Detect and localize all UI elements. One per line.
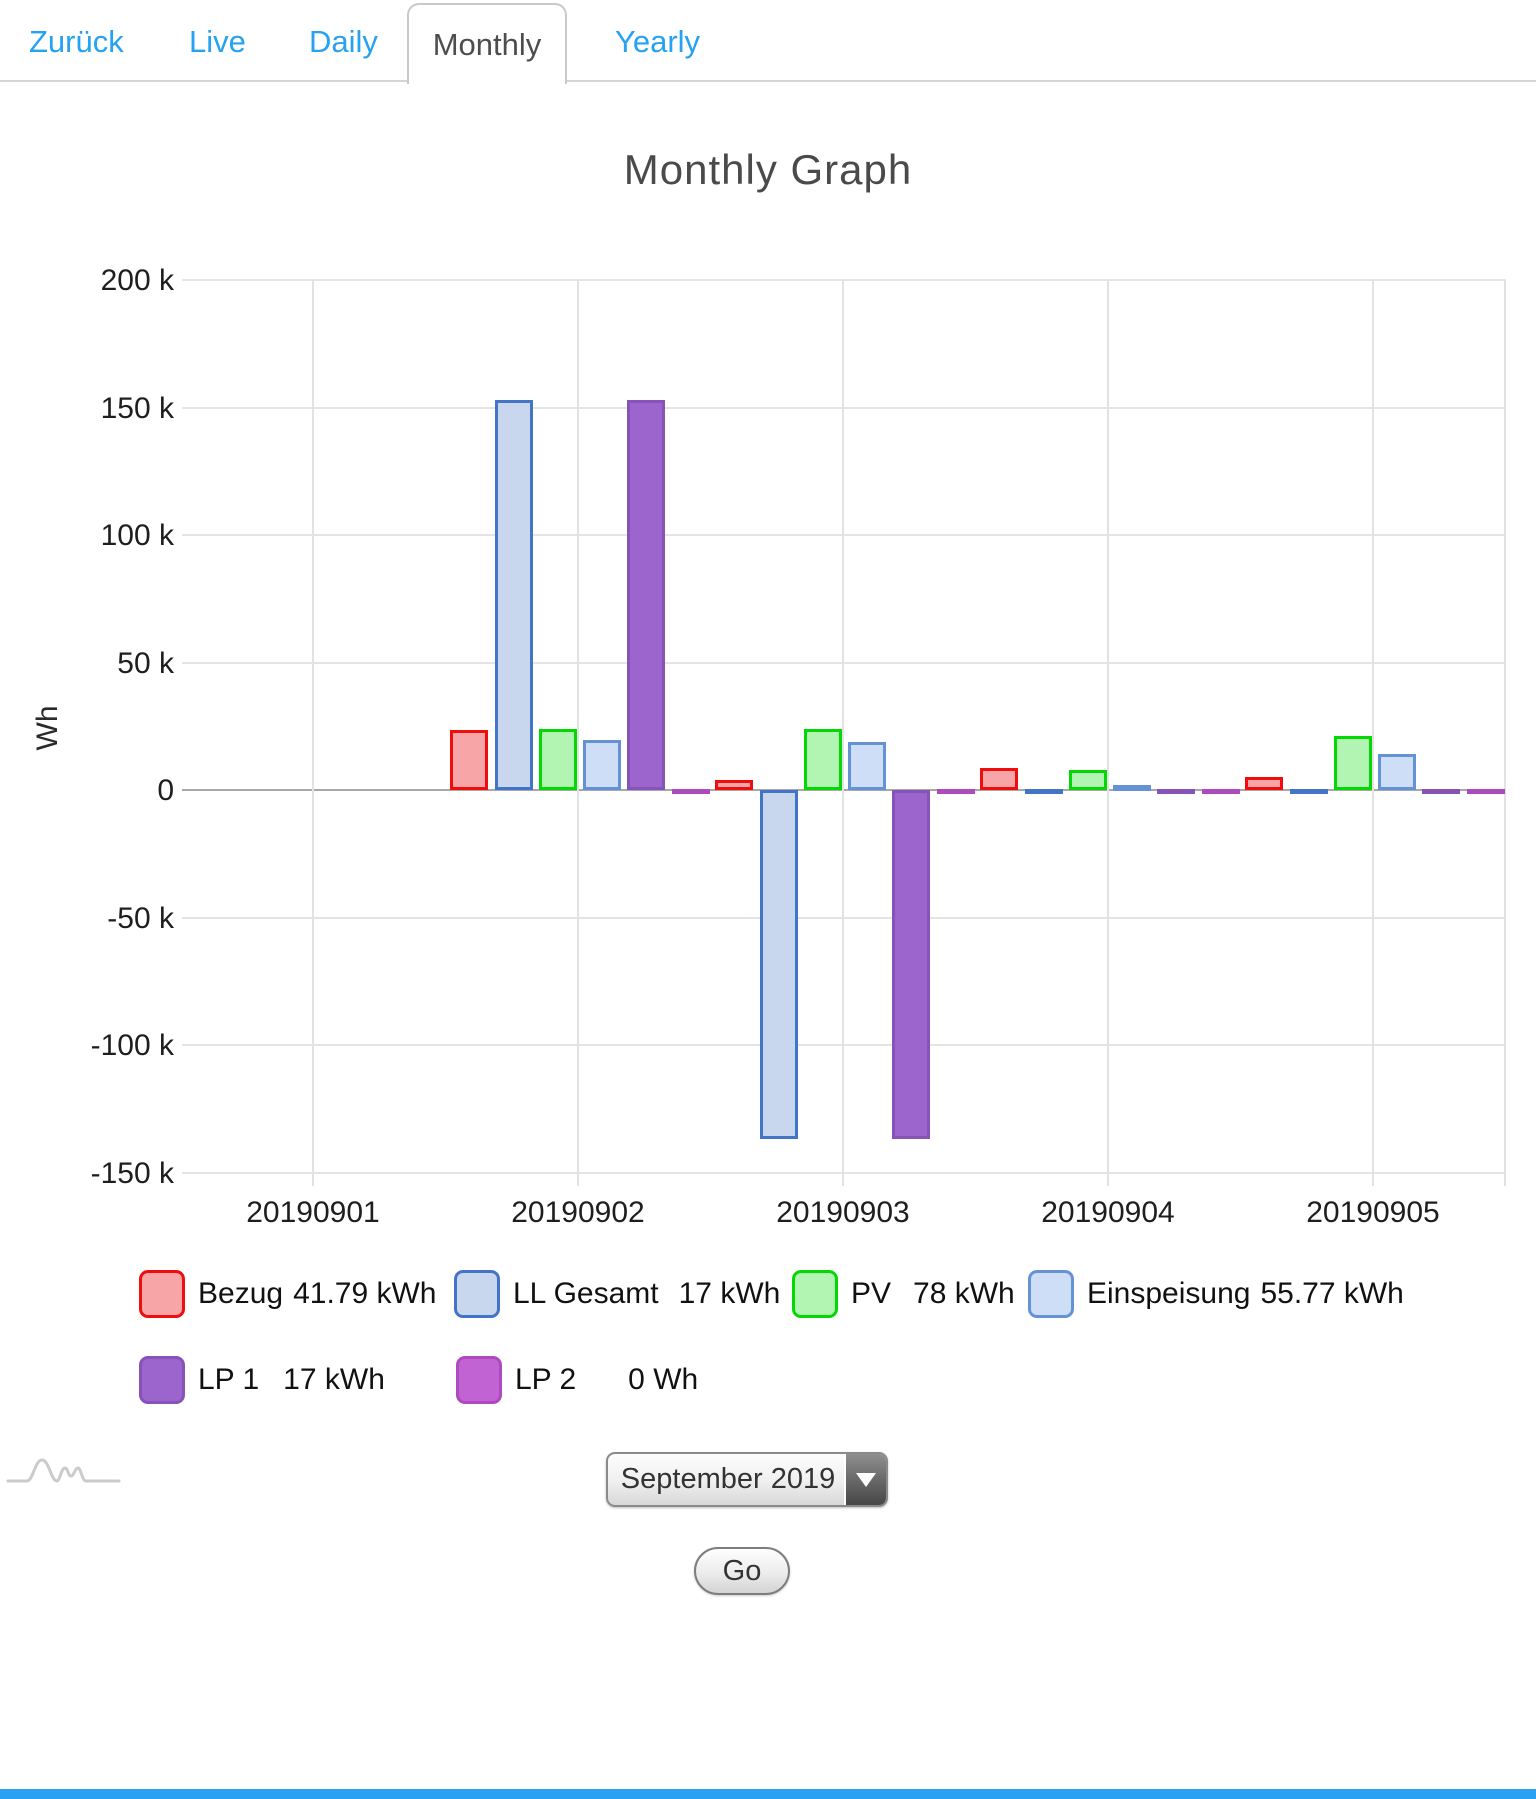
legend-name-pv: PV xyxy=(851,1277,892,1310)
tab-yearly[interactable]: Yearly xyxy=(615,24,701,59)
y-tick--100k: -100 k xyxy=(90,1029,174,1062)
legend-name-lp-1: LP 1 xyxy=(198,1363,260,1396)
bar-bezug-20190905[interactable] xyxy=(1245,777,1283,790)
bar-pv-20190904[interactable] xyxy=(1069,769,1107,790)
tab-monthly[interactable]: Monthly xyxy=(407,3,567,84)
y-tick-200k: 200 k xyxy=(100,264,174,297)
gridline-y-50k xyxy=(182,661,1506,664)
month-select-value: September 2019 xyxy=(620,1463,836,1495)
tabbar-divider xyxy=(0,80,1536,82)
month-select[interactable]: September 2019 xyxy=(606,1452,888,1507)
legend-swatch-einspeisung xyxy=(1028,1270,1074,1318)
bar-bezug-20190903[interactable] xyxy=(715,779,753,790)
legend-swatch-ll-gesamt xyxy=(454,1270,500,1318)
gridline-x-20190903 xyxy=(842,280,844,1186)
gridline-y-100k xyxy=(182,534,1506,536)
y-tick--50k: -50 k xyxy=(107,901,174,935)
legend-name-ll-gesamt: LL Gesamt xyxy=(513,1277,659,1310)
gridline-x-20190901 xyxy=(312,280,314,1186)
legend-value-bezug: 41.79 kWh xyxy=(293,1277,437,1310)
legend-name-lp-2: LP 2 xyxy=(515,1363,577,1396)
bar-bezug-20190902[interactable] xyxy=(450,730,488,790)
bar-bezug-20190904[interactable] xyxy=(980,768,1018,790)
legend-swatch-lp-1 xyxy=(139,1356,185,1404)
legend-swatch-pv xyxy=(792,1270,838,1318)
bar-lp-1-20190905[interactable] xyxy=(1422,789,1460,794)
bar-ll-gesamt-20190905[interactable] xyxy=(1290,789,1328,794)
x-tick-20190902: 20190902 xyxy=(511,1196,645,1229)
bar-einspeisung-20190905[interactable] xyxy=(1378,754,1416,790)
wave-icon xyxy=(6,1458,121,1483)
legend-item-ll-gesamt: LL Gesamt 17 kWh xyxy=(454,1270,780,1318)
legend-name-bezug: Bezug xyxy=(198,1277,284,1310)
gridline-y-150k xyxy=(182,406,1506,409)
gridline-x-20190902 xyxy=(577,280,579,1186)
y-tick--150k: -150 k xyxy=(90,1156,174,1190)
x-tick-20190903: 20190903 xyxy=(776,1196,910,1229)
bottom-bar xyxy=(0,1789,1536,1799)
gridline-y--150k xyxy=(182,1171,1506,1174)
bar-lp-2-20190905[interactable] xyxy=(1467,789,1505,794)
bar-pv-20190902[interactable] xyxy=(539,728,577,790)
legend-value-lp-1: 17 kWh xyxy=(283,1363,385,1396)
legend-item-lp-2: LP 2 0 Wh xyxy=(456,1356,698,1404)
bar-lp-2-20190904[interactable] xyxy=(1202,789,1240,794)
gridline-y--50k xyxy=(182,916,1506,919)
tab-bar: Zurück Live Daily Monthly Yearly xyxy=(0,0,1536,88)
y-tick-0: 0 xyxy=(157,774,174,807)
legend-value-ll-gesamt: 17 kWh xyxy=(678,1277,781,1310)
month-select-cap[interactable] xyxy=(844,1454,886,1505)
legend-swatch-bezug xyxy=(139,1270,185,1318)
tab-daily[interactable]: Daily xyxy=(309,24,378,59)
bar-pv-20190903[interactable] xyxy=(804,728,842,790)
gridline-x-20190905 xyxy=(1372,280,1374,1186)
bar-lp-1-20190903[interactable] xyxy=(892,790,930,1140)
bar-ll-gesamt-20190903[interactable] xyxy=(760,790,798,1140)
bar-einspeisung-20190903[interactable] xyxy=(848,741,886,790)
tab-monthly-label: Monthly xyxy=(432,26,542,62)
y-tick-50k: 50 k xyxy=(117,646,174,680)
legend-item-lp-1: LP 1 17 kWh xyxy=(139,1356,385,1404)
legend-name-einspeisung: Einspeisung xyxy=(1087,1277,1251,1310)
bar-pv-20190905[interactable] xyxy=(1334,736,1372,790)
gridline-x-right-edge xyxy=(1504,280,1506,1186)
tab-live[interactable]: Live xyxy=(189,24,246,59)
bar-einspeisung-20190902[interactable] xyxy=(583,740,621,790)
bar-einspeisung-20190904[interactable] xyxy=(1113,784,1151,791)
bar-ll-gesamt-20190902[interactable] xyxy=(495,399,533,790)
page-title: Monthly Graph xyxy=(623,146,913,193)
y-tick-150k: 150 k xyxy=(100,391,174,425)
y-axis-unit-label: Wh xyxy=(31,705,64,751)
bar-ll-gesamt-20190904[interactable] xyxy=(1025,789,1063,794)
tab-back[interactable]: Zurück xyxy=(29,24,124,59)
gridline-x-20190904 xyxy=(1107,280,1109,1186)
gridline-y--100k xyxy=(182,1044,1506,1046)
legend-value-pv: 78 kWh xyxy=(913,1277,1015,1310)
legend-value-einspeisung: 55.77 kWh xyxy=(1260,1277,1404,1310)
y-tick-100k: 100 k xyxy=(100,519,174,552)
x-tick-20190901: 20190901 xyxy=(246,1196,380,1229)
gridline-y-0 xyxy=(182,789,1506,791)
legend-item-pv: PV 78 kWh xyxy=(792,1270,1015,1318)
x-tick-20190905: 20190905 xyxy=(1306,1196,1440,1229)
go-button[interactable]: Go xyxy=(694,1547,790,1595)
bar-lp-1-20190902[interactable] xyxy=(627,399,665,790)
legend-item-einspeisung: Einspeisung 55.77 kWh xyxy=(1028,1270,1404,1318)
legend-item-bezug: Bezug 41.79 kWh xyxy=(139,1270,437,1318)
legend-value-lp-2: 0 Wh xyxy=(628,1363,699,1396)
bar-lp-2-20190902[interactable] xyxy=(672,789,710,794)
chevron-down-icon xyxy=(856,1472,876,1487)
gridline-y-200k xyxy=(182,279,1506,281)
x-tick-20190904: 20190904 xyxy=(1041,1196,1175,1229)
bar-lp-1-20190904[interactable] xyxy=(1157,789,1195,794)
legend-swatch-lp-2 xyxy=(456,1356,502,1404)
bar-lp-2-20190903[interactable] xyxy=(937,789,975,794)
